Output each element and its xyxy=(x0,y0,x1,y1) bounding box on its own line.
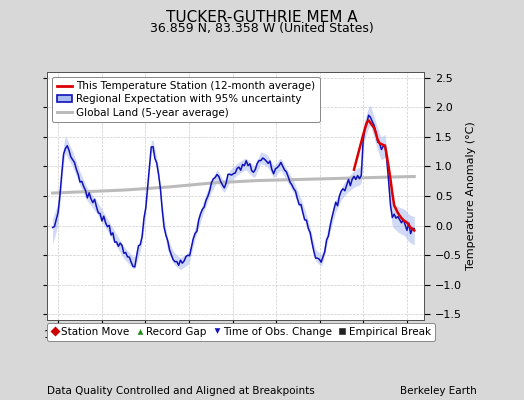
Text: TUCKER-GUTHRIE MEM A: TUCKER-GUTHRIE MEM A xyxy=(166,10,358,25)
Text: 36.859 N, 83.358 W (United States): 36.859 N, 83.358 W (United States) xyxy=(150,22,374,35)
Legend: This Temperature Station (12-month average), Regional Expectation with 95% uncer: This Temperature Station (12-month avera… xyxy=(52,77,320,122)
Y-axis label: Temperature Anomaly (°C): Temperature Anomaly (°C) xyxy=(466,122,476,270)
Legend: Station Move, Record Gap, Time of Obs. Change, Empirical Break: Station Move, Record Gap, Time of Obs. C… xyxy=(47,323,435,341)
Text: Berkeley Earth: Berkeley Earth xyxy=(400,386,477,396)
Text: Data Quality Controlled and Aligned at Breakpoints: Data Quality Controlled and Aligned at B… xyxy=(47,386,315,396)
